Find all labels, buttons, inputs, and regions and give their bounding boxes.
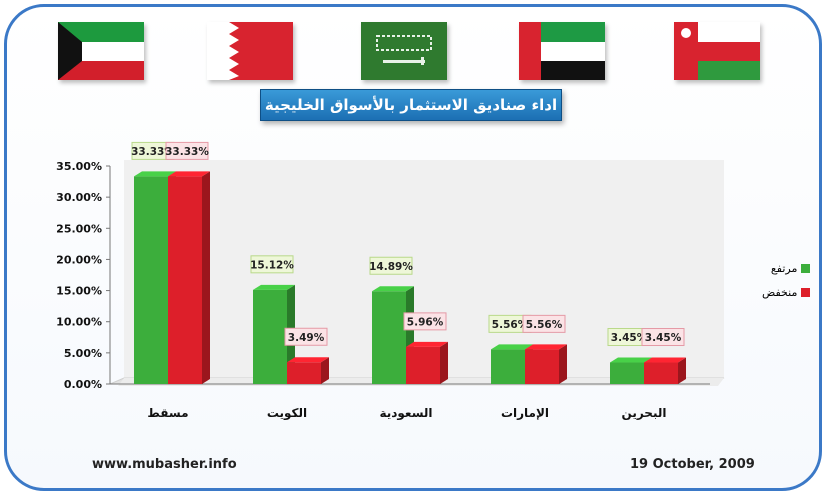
bar bbox=[134, 176, 168, 384]
data-label-box bbox=[403, 312, 447, 331]
bar-top bbox=[644, 357, 686, 363]
bar-side bbox=[678, 357, 686, 384]
bar bbox=[287, 362, 321, 384]
legend-label-falling: منخفض bbox=[762, 286, 798, 299]
data-label: 3.45% bbox=[645, 332, 682, 344]
y-tick-label: 35.00% bbox=[56, 160, 102, 173]
data-label: 3.45% bbox=[611, 332, 648, 344]
data-label: 3.49% bbox=[288, 332, 325, 344]
bar-top bbox=[253, 284, 295, 290]
bar-top bbox=[491, 344, 533, 350]
y-tick-label: 30.00% bbox=[56, 191, 102, 204]
x-tick-label: السعودية bbox=[379, 406, 432, 421]
bar-top bbox=[168, 171, 210, 177]
bar-side bbox=[440, 341, 448, 384]
x-tick-label: مسقط bbox=[147, 406, 188, 420]
legend-item-rising: مرتفع bbox=[762, 262, 811, 275]
data-label-box bbox=[369, 256, 413, 275]
bar bbox=[372, 291, 406, 384]
bar-top bbox=[525, 344, 567, 350]
data-label-box bbox=[522, 314, 566, 333]
date-text: 19 October, 2009 bbox=[630, 457, 755, 472]
data-label-box bbox=[284, 327, 328, 346]
y-tick-label: 25.00% bbox=[56, 222, 102, 235]
oman-flag-icon bbox=[674, 22, 760, 80]
data-label: 33.33% bbox=[131, 146, 175, 158]
bar-side bbox=[559, 344, 567, 384]
x-tick-label: الإمارات bbox=[501, 406, 549, 420]
saudi-arabia-flag-icon bbox=[361, 22, 447, 80]
legend-item-falling: منخفض bbox=[762, 286, 811, 299]
data-label-box bbox=[641, 328, 685, 347]
bar bbox=[610, 362, 644, 384]
legend-swatch-falling bbox=[801, 288, 811, 297]
y-tick-label: 5.00% bbox=[64, 347, 102, 360]
chart-title: اداء صناديق الاستثمار بالأسواق الخليجية bbox=[260, 89, 562, 121]
legend-label-rising: مرتفع bbox=[770, 262, 798, 275]
bar bbox=[168, 176, 202, 384]
data-label: 5.56% bbox=[492, 319, 529, 331]
y-tick-label: 10.00% bbox=[56, 316, 102, 329]
bar-top bbox=[406, 341, 448, 347]
data-label-box bbox=[250, 255, 294, 274]
bar-top bbox=[610, 357, 652, 363]
x-tick-label: البحرين bbox=[622, 406, 667, 420]
bar-top bbox=[134, 171, 176, 177]
legend: مرتفع منخفض bbox=[762, 262, 811, 310]
data-label: 33.33% bbox=[165, 146, 209, 158]
y-tick-label: 0.00% bbox=[64, 378, 102, 391]
data-label: 5.56% bbox=[526, 319, 563, 331]
bar bbox=[406, 346, 440, 384]
y-tick-label: 20.00% bbox=[56, 253, 102, 266]
bar-side bbox=[321, 357, 329, 384]
bar bbox=[525, 349, 559, 384]
bar bbox=[644, 362, 678, 384]
y-tick-label: 15.00% bbox=[56, 285, 102, 298]
bar-top bbox=[372, 286, 414, 292]
data-label-box bbox=[165, 141, 209, 160]
kuwait-flag-icon bbox=[58, 22, 144, 80]
bar-top bbox=[287, 357, 329, 363]
data-label: 14.89% bbox=[369, 261, 413, 273]
legend-swatch-rising bbox=[801, 264, 811, 273]
uae-flag-icon bbox=[519, 22, 605, 80]
bar-side bbox=[202, 171, 210, 384]
bar bbox=[253, 289, 287, 384]
bar bbox=[491, 349, 525, 384]
x-tick-label: الكويت bbox=[267, 406, 307, 421]
website-text: www.mubasher.info bbox=[92, 457, 237, 472]
data-label: 5.96% bbox=[407, 316, 444, 328]
bahrain-flag-icon bbox=[207, 22, 293, 80]
data-label: 15.12% bbox=[250, 259, 294, 271]
